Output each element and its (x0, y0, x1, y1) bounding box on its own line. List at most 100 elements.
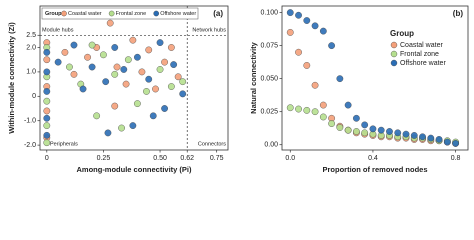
point (70, 41, 78, 49)
legend-label: Offshore water (160, 11, 196, 17)
x-tick-label: 0.50 (153, 155, 167, 162)
point (286, 104, 294, 112)
point (43, 131, 51, 139)
point (319, 27, 327, 35)
y-tick-label: -1.0 (24, 118, 36, 125)
point (311, 81, 319, 89)
legend-frame (41, 7, 199, 20)
point (106, 19, 114, 27)
point (336, 75, 344, 83)
point (156, 39, 164, 47)
point (311, 22, 319, 30)
y-tick-label: 0 (32, 93, 36, 100)
point (443, 138, 451, 146)
point (120, 66, 128, 73)
figure: 0 0.25 0.50 0.62 0.75 -2.0 -1.0 0 1.0 2.0 2.5 Among… (7, 5, 469, 174)
x-axis-title: Among-module connectivity (Pi) (76, 165, 192, 174)
point (167, 44, 175, 51)
point (61, 48, 69, 56)
x-tick-label: 0.0 (285, 155, 295, 162)
x-tick-label: 0.4 (368, 155, 378, 162)
point (102, 78, 110, 86)
point (93, 112, 101, 120)
point (156, 66, 164, 73)
point (167, 83, 175, 90)
quadrant-label: Peripherals (50, 141, 78, 147)
point (295, 105, 302, 113)
point (295, 11, 302, 19)
quadrant-label: Network hubs (192, 28, 226, 34)
legend-label: Coastal water (68, 11, 102, 17)
point (402, 130, 410, 138)
point (100, 51, 107, 59)
point (145, 75, 153, 83)
legend-label: Offshore water (400, 60, 446, 67)
point (79, 85, 87, 93)
legend-marker (390, 50, 398, 58)
point (138, 68, 146, 76)
point (377, 126, 385, 134)
point (143, 88, 150, 95)
point (104, 129, 112, 137)
y-tick-label: 0.050 (260, 76, 278, 83)
point (328, 120, 335, 127)
point (88, 41, 96, 49)
point (319, 113, 327, 121)
point (43, 56, 51, 64)
x-axis-title: Proportion of removed nodes (322, 165, 427, 174)
point (336, 124, 344, 131)
legend-marker (390, 59, 398, 67)
point (295, 48, 302, 56)
point (435, 136, 443, 143)
x-tick-label: 0.8 (451, 155, 461, 162)
legend-marker (61, 10, 67, 17)
legend-title: Group (45, 11, 62, 17)
point (43, 114, 51, 122)
point (303, 106, 311, 114)
point (111, 102, 119, 110)
point (54, 58, 62, 66)
panel: 0 0.25 0.50 0.62 0.75 -2.0 -1.0 0 1.0 2.0 2.5 Among… (7, 5, 229, 174)
point (129, 122, 137, 129)
point (111, 44, 119, 51)
point (43, 88, 51, 95)
y-tick-label: 0.00 (264, 142, 278, 149)
point (344, 101, 352, 109)
point (161, 105, 168, 112)
point (43, 122, 51, 129)
point (66, 63, 73, 71)
panel-label: (a) (213, 9, 223, 18)
point (361, 129, 369, 137)
point (43, 48, 51, 56)
legend-marker (390, 41, 398, 49)
point (419, 133, 426, 141)
legend-title: Group (390, 29, 414, 38)
point (111, 70, 119, 78)
y-tick-label: 1.0 (26, 69, 36, 76)
y-tick-label: 2.0 (26, 44, 36, 51)
point (352, 114, 360, 122)
point (113, 63, 121, 71)
point (88, 63, 96, 71)
point (152, 85, 159, 93)
point (311, 108, 319, 116)
point (149, 112, 157, 120)
legend-label: Coastal water (400, 42, 443, 49)
quadrant-label: Module hubs (42, 28, 74, 34)
point (43, 139, 51, 147)
point (452, 139, 459, 147)
point (43, 107, 51, 115)
y-tick-label: 0.025 (260, 109, 278, 116)
point (427, 134, 435, 142)
point (328, 42, 335, 50)
legend-marker (153, 10, 160, 17)
legend-marker (108, 10, 115, 17)
point (145, 46, 153, 54)
point (319, 101, 327, 109)
legend-label: Frontal zone (400, 51, 439, 58)
point (43, 97, 51, 105)
x-tick-label: 0.25 (97, 155, 111, 162)
point (286, 29, 294, 36)
point (70, 70, 78, 78)
point (179, 90, 187, 98)
